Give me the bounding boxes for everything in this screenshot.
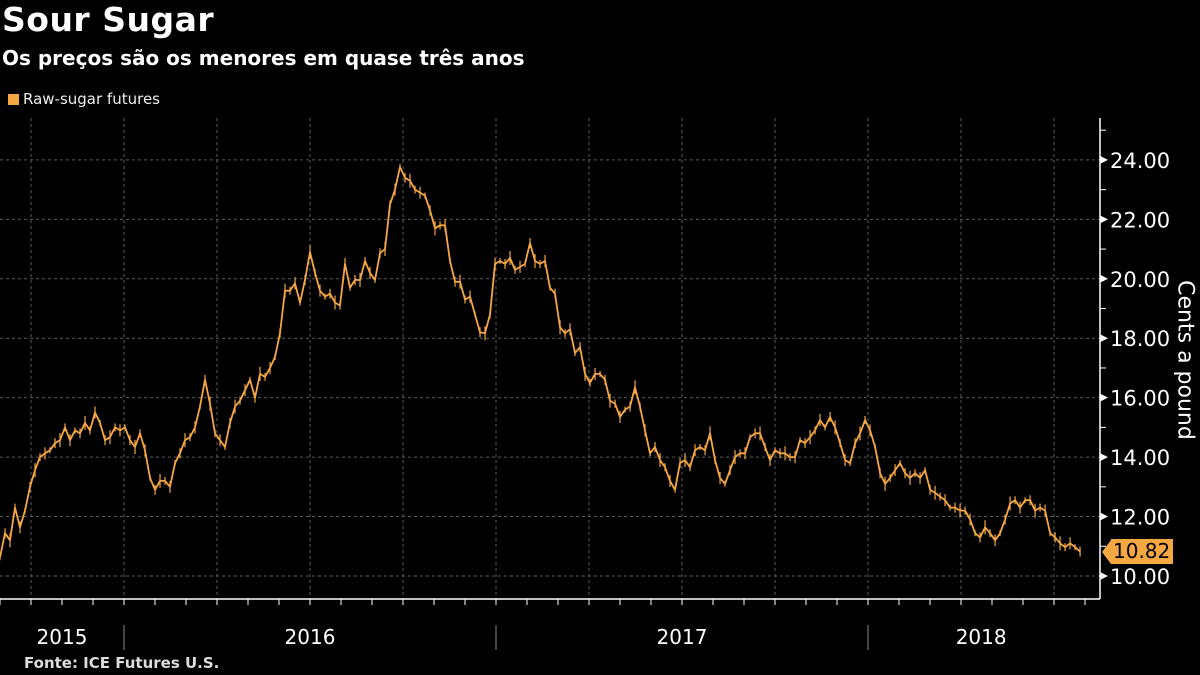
y-tick-label: 18.00 — [1110, 327, 1170, 351]
series-line-raw-sugar-futures — [0, 166, 1081, 558]
y-tick-marker — [1100, 512, 1108, 521]
x-year-label: 2018 — [956, 625, 1007, 649]
y-tick-marker — [1100, 453, 1108, 462]
y-axis-title: Cents a pound — [1172, 280, 1198, 440]
legend-label: Raw-sugar futures — [23, 90, 160, 108]
y-tick-marker — [1100, 215, 1108, 224]
y-tick-marker — [1100, 572, 1108, 580]
y-tick-label: 20.00 — [1110, 268, 1170, 292]
last-value-label: 10.82 — [1102, 539, 1174, 565]
y-tick-label: 16.00 — [1110, 387, 1170, 411]
y-tick-marker — [1100, 274, 1108, 283]
y-tick-marker — [1100, 155, 1108, 164]
y-tick-marker — [1100, 393, 1108, 402]
y-tick-label: 12.00 — [1110, 506, 1170, 530]
x-year-label: 2016 — [285, 625, 336, 649]
y-tick-label: 22.00 — [1110, 208, 1170, 232]
last-value-arrow — [1102, 539, 1111, 564]
y-tick-label: 14.00 — [1110, 446, 1170, 470]
chart-title: Sour Sugar — [2, 0, 215, 39]
last-value-text: 10.82 — [1111, 539, 1174, 565]
legend-swatch — [8, 93, 19, 105]
source-note: Fonte: ICE Futures U.S. — [24, 654, 220, 672]
chart-subtitle: Os preços são os menores em quase três a… — [2, 46, 525, 70]
x-year-label: 2015 — [37, 625, 88, 649]
x-year-label: 2017 — [657, 625, 708, 649]
y-tick-label: 10.00 — [1110, 565, 1170, 589]
y-tick-marker — [1100, 334, 1108, 343]
legend: Raw-sugar futures — [8, 90, 160, 108]
y-tick-label: 24.00 — [1110, 149, 1170, 173]
